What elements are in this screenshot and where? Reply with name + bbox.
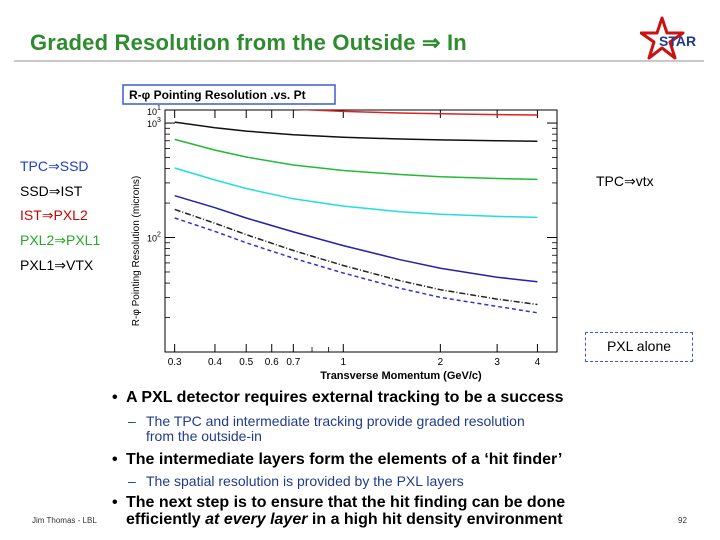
x-tick-label: 0.4 (208, 357, 222, 368)
bullet-line: – The TPC and intermediate tracking provi… (128, 414, 525, 429)
plot-frame (164, 109, 558, 353)
bullet-line: • A PXL detector requires external tracki… (112, 389, 564, 406)
bullet-text: The intermediate layers form the element… (126, 451, 563, 468)
x-tick-label: 0.3 (168, 357, 182, 368)
tpc-vtx-label: TPC⇒vtx (596, 173, 654, 189)
series-line (174, 217, 538, 314)
bullet-primary: • A PXL detector requires external tracki… (112, 389, 564, 406)
bullet-text: A PXL detector requires external trackin… (126, 389, 564, 406)
series-line (174, 121, 538, 142)
x-tick-label: 0.5 (239, 357, 253, 368)
side-label-item: TPC⇒SSD (20, 158, 89, 174)
bullet-text: from the outside-in (146, 428, 262, 444)
series-line (174, 208, 538, 306)
x-tick-label: 3 (494, 357, 500, 368)
x-tick-label: 1 (340, 357, 346, 368)
side-label-item: IST⇒PXL2 (20, 207, 88, 223)
bullet-line: efficiently at every layer in a high hit… (112, 511, 565, 528)
footer-author: Jim Thomas - LBL (32, 516, 97, 525)
chart-title-box (122, 84, 336, 105)
y-tick-label: 102 (147, 232, 161, 244)
bullet-marker: • (112, 494, 118, 511)
bullet-secondary: – The spatial resolution is provided by t… (128, 474, 464, 489)
star-shape (640, 16, 685, 60)
title-divider (14, 60, 704, 62)
bullet-marker: – (128, 413, 136, 429)
bullet-marker: • (112, 389, 118, 406)
x-tick-label: 4 (535, 357, 541, 368)
y-axis-label: R-φ Pointing Resolution (microns) (131, 176, 142, 326)
series-line (174, 167, 538, 219)
bullet-line: from the outside-in (128, 429, 525, 444)
side-label-item: SSD⇒IST (20, 183, 83, 199)
bullet-marker: – (128, 473, 136, 489)
pointing-resolution-chart: R-φ Pointing Resolution .vs. Pt R-φ Point… (122, 84, 558, 382)
bullet-line: • The next step is to ensure that the hit… (112, 494, 565, 511)
bullet-text: efficiently (126, 511, 206, 528)
x-tick-label: 2 (438, 357, 444, 368)
side-label-item: PXL1⇒VTX (20, 257, 94, 273)
bullet-text: at every layer (205, 511, 308, 528)
footer-page-number: 92 (678, 516, 687, 525)
x-axis-label: Transverse Momentum (GeV/c) (320, 370, 482, 382)
bullet-primary: • The next step is to ensure that the hit… (112, 494, 565, 528)
bullet-secondary: – The TPC and intermediate tracking provi… (128, 414, 525, 444)
bullet-text: in a high hit density environment (307, 511, 563, 528)
x-tick-label: 0.7 (286, 357, 300, 368)
series-line (294, 110, 538, 116)
chart-title: R-φ Pointing Resolution .vs. Pt (129, 88, 306, 102)
side-label-item: PXL2⇒PXL1 (20, 232, 101, 248)
slide-title: Graded Resolution from the Outside ⇒ In (30, 30, 467, 55)
bullet-line: • The intermediate layers form the elemen… (112, 451, 562, 468)
star-logo-icon: STAR (640, 16, 696, 60)
series-line (174, 138, 538, 181)
pxl-alone-label: PXL alone (585, 332, 693, 362)
series-line (174, 194, 538, 283)
bullet-text: The TPC and intermediate tracking provid… (146, 413, 525, 429)
x-tick-label: 0.6 (265, 357, 279, 368)
star-logo-text: STAR (659, 33, 696, 49)
bullet-text: The spatial resolution is provided by th… (146, 473, 464, 489)
bullet-text: The next step is to ensure that the hit … (126, 494, 566, 511)
bullet-line: – The spatial resolution is provided by t… (128, 474, 464, 489)
bullet-primary: • The intermediate layers form the elemen… (112, 451, 562, 468)
y-top-tick-label: 101 (147, 105, 161, 117)
bullet-marker: • (112, 451, 118, 468)
y-tick-label: 103 (147, 117, 161, 129)
